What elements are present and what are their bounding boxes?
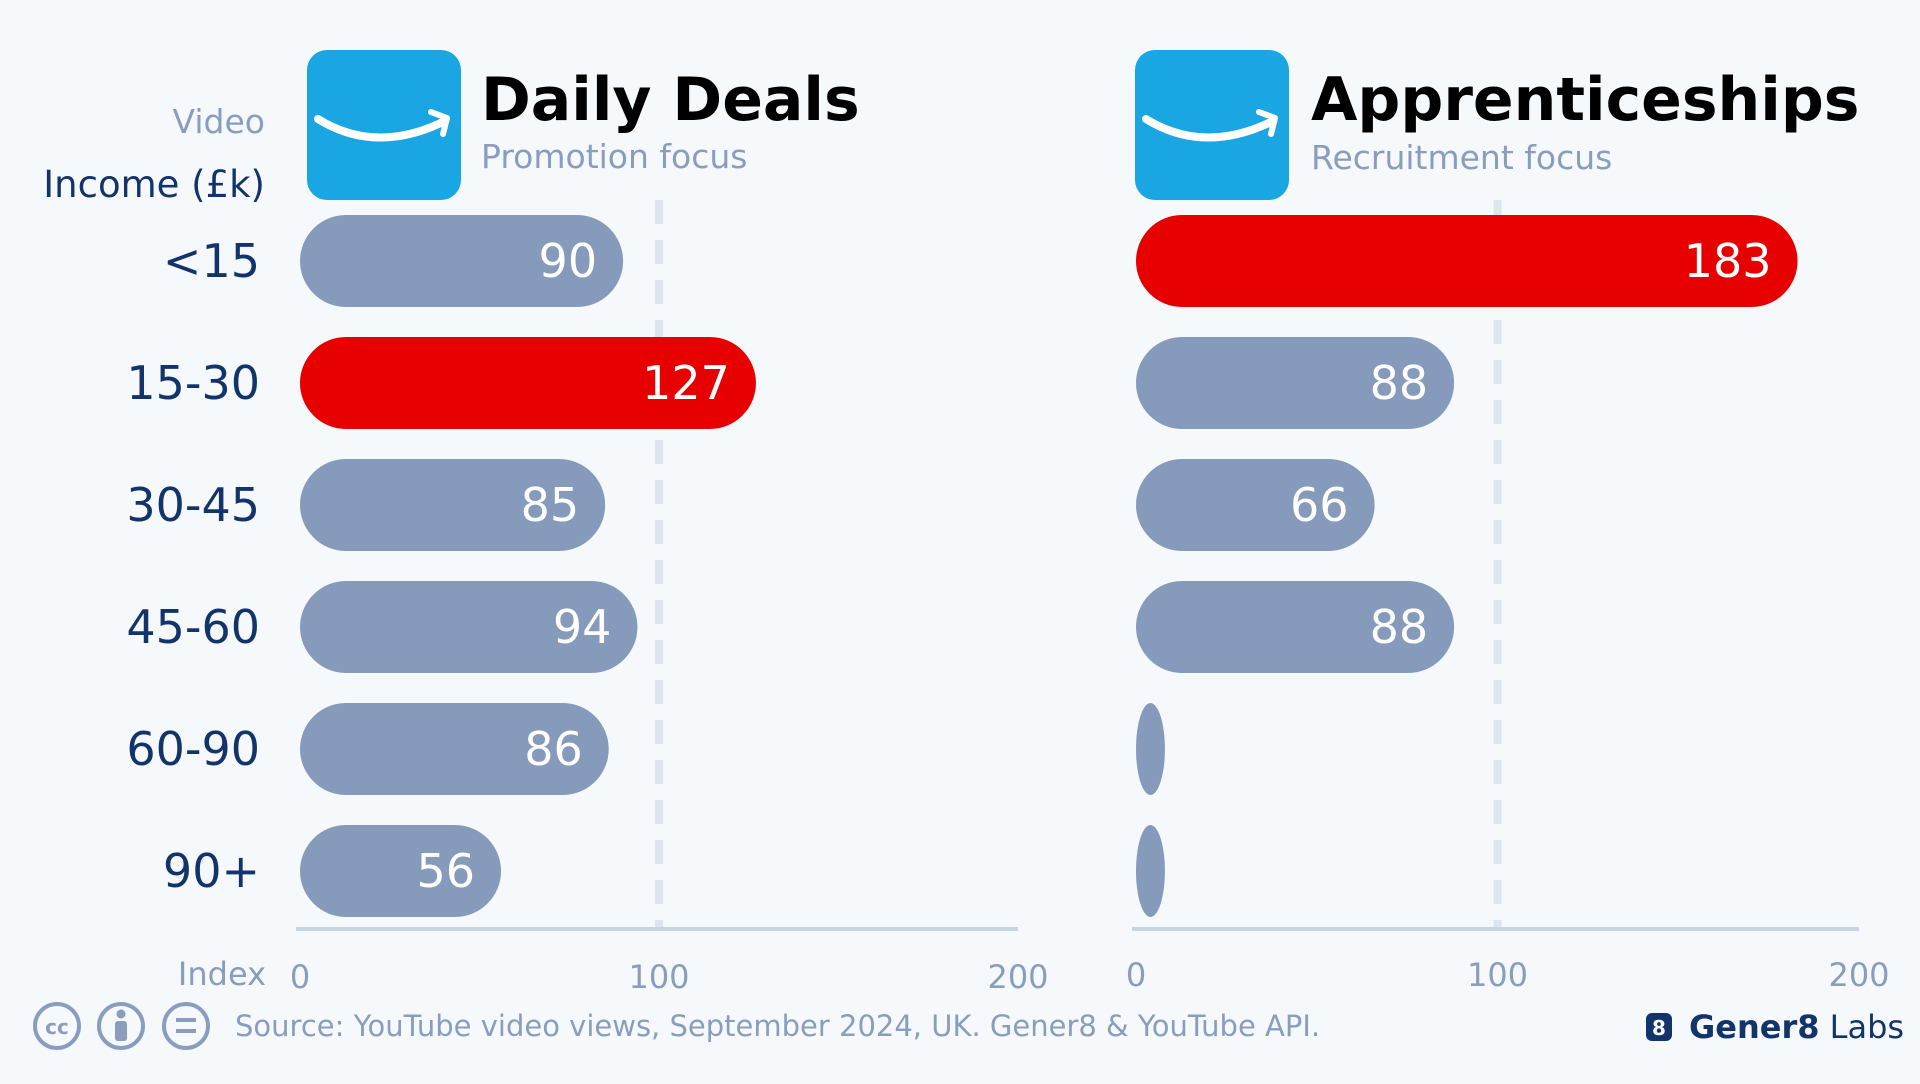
cc-icon: cc bbox=[33, 1002, 81, 1050]
bar bbox=[300, 703, 609, 795]
panel-title: Daily Deals bbox=[481, 65, 860, 135]
bar-value-label: 85 bbox=[521, 478, 580, 532]
bar bbox=[300, 825, 502, 917]
brand-name: Gener8 Labs bbox=[1689, 1008, 1904, 1046]
index-axis-label: Index bbox=[178, 955, 266, 993]
license-icons: cc bbox=[33, 1002, 210, 1050]
category-labels: <15 15-30 30-45 45-60 60-90 90+ bbox=[126, 234, 260, 898]
bar bbox=[1136, 825, 1165, 917]
bar bbox=[1136, 581, 1455, 673]
panel-2-plot: 183 88 66 88 0 100 200 bbox=[1126, 200, 1890, 994]
panel-1-header: Daily Deals Promotion focus bbox=[307, 50, 860, 200]
category-label: <15 bbox=[163, 234, 260, 288]
gener8-badge-icon bbox=[1646, 1013, 1672, 1041]
bar bbox=[300, 215, 624, 307]
panel-1-plot: 90 127 85 94 86 56 0 100 200 bbox=[290, 200, 1049, 996]
bar-value-label: 56 bbox=[416, 844, 475, 898]
bar bbox=[1136, 703, 1165, 795]
x-tick-label: 0 bbox=[1126, 956, 1146, 994]
x-tick-label: 100 bbox=[1467, 956, 1528, 994]
category-label: 15-30 bbox=[126, 356, 260, 410]
panel-subtitle: Recruitment focus bbox=[1311, 138, 1612, 177]
x-tick-label: 100 bbox=[628, 958, 689, 996]
brand-badge-text: 8 bbox=[1652, 1016, 1666, 1040]
bar bbox=[1136, 337, 1455, 429]
bar-value-label: 86 bbox=[524, 722, 583, 776]
bar-value-label: 183 bbox=[1684, 234, 1772, 288]
bar-value-label: 66 bbox=[1290, 478, 1349, 532]
video-label: Video bbox=[173, 102, 265, 141]
bar bbox=[300, 459, 606, 551]
bar-value-label: 127 bbox=[642, 356, 730, 410]
bar-value-label: 88 bbox=[1370, 356, 1429, 410]
no-derivatives-icon bbox=[162, 1002, 210, 1050]
source-text: Source: YouTube video views, September 2… bbox=[235, 1009, 1320, 1043]
x-tick-label: 200 bbox=[1828, 956, 1889, 994]
panel-subtitle: Promotion focus bbox=[481, 137, 747, 176]
bar bbox=[1136, 215, 1798, 307]
brand-light: Labs bbox=[1820, 1008, 1905, 1046]
income-label: Income (£k) bbox=[43, 163, 265, 206]
category-label: 45-60 bbox=[126, 600, 260, 654]
bar-value-label: 90 bbox=[539, 234, 598, 288]
brand-logo: 8 Gener8 Labs bbox=[1646, 1008, 1904, 1046]
bar bbox=[300, 581, 638, 673]
amazon-logo-icon bbox=[307, 50, 461, 200]
svg-text:cc: cc bbox=[45, 1015, 69, 1039]
brand-bold: Gener8 bbox=[1689, 1008, 1820, 1046]
attribution-icon bbox=[97, 1002, 145, 1050]
bar bbox=[300, 337, 756, 429]
bar-value-label: 88 bbox=[1370, 600, 1429, 654]
panel-2-header: Apprenticeships Recruitment focus bbox=[1135, 50, 1860, 200]
x-tick-label: 200 bbox=[987, 958, 1048, 996]
bar-value-label: 94 bbox=[553, 600, 612, 654]
category-label: 60-90 bbox=[126, 722, 260, 776]
x-tick-label: 0 bbox=[290, 958, 310, 996]
category-label: 30-45 bbox=[126, 478, 260, 532]
bar bbox=[1136, 459, 1375, 551]
category-label: 90+ bbox=[163, 844, 260, 898]
panel-title: Apprenticeships bbox=[1311, 65, 1860, 135]
amazon-logo-icon bbox=[1135, 50, 1289, 200]
